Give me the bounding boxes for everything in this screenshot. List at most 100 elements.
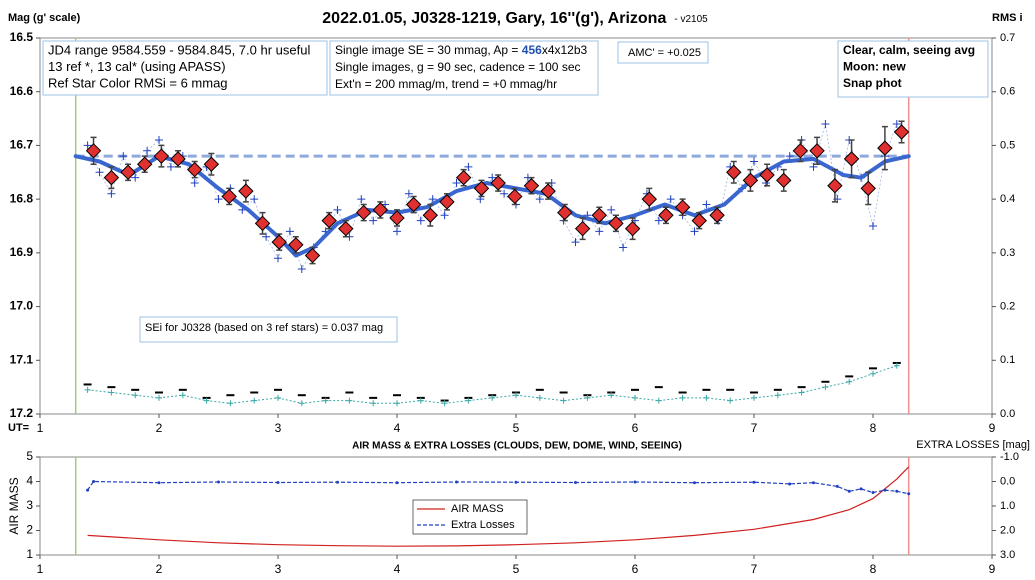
y-tick-label: 2 <box>26 523 33 537</box>
binned-point <box>877 140 893 156</box>
x-tick-label: 1 <box>37 421 44 435</box>
y-tick-label: 16.9 <box>10 245 34 259</box>
point <box>416 216 425 225</box>
binned-point <box>304 247 321 264</box>
legend-box <box>412 499 528 535</box>
y2-axis-label: RMS i <box>992 12 1023 24</box>
rms-target-mark <box>251 397 258 404</box>
binned-point <box>624 220 641 237</box>
rms-target-mark <box>846 378 853 385</box>
rms-target-mark <box>275 394 281 401</box>
point <box>369 216 378 225</box>
series-point <box>86 488 90 492</box>
series-point <box>883 488 887 492</box>
series-point <box>217 480 220 484</box>
rms-target-mark <box>322 397 329 404</box>
y-tick-label: 16.7 <box>10 138 34 152</box>
rms-target-mark <box>298 400 305 407</box>
series-point <box>395 481 399 485</box>
annotation-text: x4x12b3 <box>542 43 588 57</box>
binned-point <box>658 207 674 223</box>
annotation-highlight: 456 <box>522 43 542 57</box>
y2-tick-label: 1.0 <box>1000 500 1015 512</box>
y2-tick-label: 0.4 <box>1000 193 1015 205</box>
point <box>143 146 152 155</box>
rms-target-mark <box>751 394 757 401</box>
binned-point <box>103 169 120 186</box>
binned-point <box>473 180 490 197</box>
series-point <box>574 480 577 484</box>
x-tick-label: 9 <box>989 421 996 435</box>
binned-point <box>860 180 876 197</box>
binned-point <box>809 143 825 159</box>
y2-tick-label: 3.0 <box>1000 549 1015 561</box>
x-tick-label: 7 <box>751 562 758 576</box>
rms-target-mark <box>560 397 567 404</box>
y-tick-label: 5 <box>26 449 33 463</box>
annotation-line: Clear, calm, seeing avg <box>843 43 975 57</box>
series-point <box>835 484 839 488</box>
x-axis-label: UT= <box>8 422 29 434</box>
point <box>892 119 901 128</box>
annotation-text: Single image SE = 30 mmag, Ap = <box>335 43 522 57</box>
binned-point <box>389 210 405 226</box>
y-tick-label: 16.5 <box>10 30 34 44</box>
y-tick-label: 1 <box>26 547 33 561</box>
binned-point <box>271 234 287 250</box>
point <box>571 238 580 247</box>
series-point <box>157 481 161 485</box>
x-tick-label: 4 <box>394 421 401 435</box>
point <box>690 227 699 236</box>
rms-target-mark <box>870 370 876 377</box>
binned-point <box>186 161 203 178</box>
point <box>393 227 401 236</box>
series-point <box>514 480 518 484</box>
point <box>95 168 104 177</box>
rms-target-mark <box>132 392 139 399</box>
binned-point <box>137 156 153 172</box>
point <box>535 195 544 204</box>
y-tick-label: 17.2 <box>10 406 34 420</box>
point <box>619 243 628 252</box>
binned-point <box>455 169 472 186</box>
point <box>119 152 128 161</box>
x-tick-label: 3 <box>275 421 282 435</box>
series-line <box>87 466 910 547</box>
y2-tick-label: 0.5 <box>1000 139 1015 151</box>
x-tick-label: 9 <box>989 562 996 576</box>
point <box>440 211 449 220</box>
rms-target-mark <box>489 394 496 401</box>
annotation-line: Ext'n = 200 mmag/m, trend = +0 mmag/hr <box>335 77 557 91</box>
x-tick-label: 2 <box>156 562 163 576</box>
binned-point <box>355 204 372 221</box>
point <box>821 119 830 128</box>
point <box>285 227 294 236</box>
y-tick-label: 3 <box>26 498 33 512</box>
rms-target-mark <box>465 397 472 404</box>
rms-target-mark <box>179 392 186 399</box>
rms-target-mark <box>893 362 900 369</box>
y2-tick-label: 0.6 <box>1000 86 1015 98</box>
rms-target-mark <box>703 394 710 401</box>
x-tick-label: 6 <box>632 562 639 576</box>
series-point <box>859 487 863 491</box>
binned-point <box>674 199 691 215</box>
x-tick-label: 5 <box>513 562 520 576</box>
y2-tick-label: 0.2 <box>1000 300 1015 312</box>
y-tick-label: 17.0 <box>10 299 34 313</box>
binned-point <box>338 220 354 237</box>
binned-point <box>827 178 843 194</box>
y-tick-label: 17.1 <box>10 352 34 366</box>
binned-point <box>405 196 422 213</box>
annotation-line: Snap phot <box>843 76 902 90</box>
series-point <box>847 489 851 493</box>
x-tick-label: 6 <box>632 421 639 435</box>
y2-tick-label: 2.0 <box>1000 524 1015 536</box>
point <box>297 264 306 273</box>
point <box>166 162 175 171</box>
binned-point <box>591 207 608 223</box>
series-point <box>871 491 875 495</box>
point <box>131 173 140 182</box>
annotation-box <box>617 41 709 64</box>
x-tick-label: 2 <box>156 421 163 435</box>
